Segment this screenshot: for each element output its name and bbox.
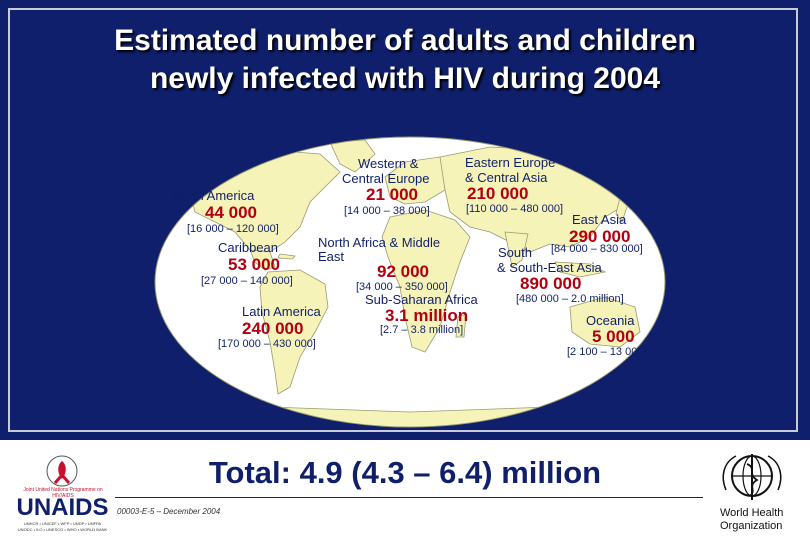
- who-name-line-2: Organization: [720, 520, 783, 532]
- north-africa-name-1: North Africa & Middle: [318, 235, 441, 250]
- oceania-name: Oceania: [586, 313, 635, 328]
- africa-land: [381, 209, 471, 353]
- western-europe-value: 21 000: [366, 185, 418, 204]
- east-asia-range: [84 000 – 830 000]: [551, 243, 643, 255]
- unaids-logo: Joint United Nations Programme on HIV/AI…: [15, 453, 110, 535]
- east-asia-value: 290 000: [569, 227, 631, 246]
- who-emblem-icon: [722, 454, 782, 500]
- unaids-tagline: Joint United Nations Programme on HIV/AI…: [23, 487, 103, 499]
- north-america-value: 44 000: [205, 203, 257, 222]
- unaids-sponsors-1: UNHCR • UNICEF • WFP • UNDP • UNFPA: [23, 521, 102, 526]
- caribbean-name: Caribbean: [218, 240, 278, 255]
- western-europe-range: [14 000 – 38 000]: [344, 205, 430, 217]
- australia-land: [569, 296, 641, 348]
- world-map: [150, 132, 670, 432]
- western-europe-name-2: Central Europe: [342, 171, 430, 186]
- slide-frame: [8, 8, 798, 432]
- map-outline: [154, 136, 666, 428]
- caribbean-islands: [277, 253, 296, 260]
- latin-america-value: 240 000: [242, 319, 304, 338]
- india-land: [504, 231, 529, 268]
- south-asia-name-1: South: [498, 245, 532, 260]
- north-africa-range: [34 000 – 350 000]: [356, 281, 448, 293]
- southeast-asia-islands: [554, 261, 607, 278]
- madagascar-land: [455, 313, 467, 338]
- caribbean-range: [27 000 – 140 000]: [201, 275, 293, 287]
- total-estimate: Total: 4.9 (4.3 – 6.4) million: [208, 455, 602, 490]
- sub-saharan-africa-name: Sub-Saharan Africa: [365, 292, 478, 307]
- sub-saharan-africa-value: 3.1 million: [385, 306, 469, 325]
- latin-america-name: Latin America: [242, 304, 321, 319]
- unaids-wordmark: UNAIDS: [16, 494, 109, 521]
- south-asia-name-2: & South-East Asia: [497, 260, 602, 275]
- title-line-2: newly infected with HIV during 2004: [149, 62, 661, 95]
- new-zealand-land: [644, 346, 658, 368]
- eastern-europe-range: [110 000 – 480 000]: [466, 203, 564, 215]
- central-america-land: [249, 249, 276, 271]
- western-europe-name-1: Western &: [358, 156, 419, 171]
- eastern-europe-value: 210 000: [467, 184, 529, 203]
- footer-area: [0, 440, 810, 540]
- slide-reference-code: 00003-E-5 – December 2004: [117, 507, 221, 516]
- south-america-land: [259, 269, 329, 395]
- north-africa-name-2: East: [318, 249, 345, 264]
- north-america-name: North America: [172, 188, 255, 203]
- oceania-range: [2 100 – 13 000]: [567, 346, 647, 358]
- slide-title: Estimated number of adults and children …: [0, 22, 810, 98]
- south-asia-range: [480 000 – 2.0 million]: [516, 293, 624, 305]
- who-name-line-1: World Health: [720, 507, 784, 519]
- eastern-europe-name-2: & Central Asia: [465, 170, 548, 185]
- north-africa-value: 92 000: [377, 262, 429, 281]
- latin-america-range: [170 000 – 430 000]: [218, 338, 316, 350]
- east-asia-name: East Asia: [572, 212, 627, 227]
- unaids-emblem-icon: [46, 455, 78, 487]
- who-logo: World Health Organization: [712, 450, 802, 535]
- eastern-europe-name-1: Eastern Europe: [465, 155, 556, 170]
- south-asia-value: 890 000: [520, 274, 582, 293]
- unaids-sponsors-2: UNODC • ILO • UNESCO • WHO • WORLD BANK: [17, 527, 108, 532]
- world-map-svg: [154, 136, 666, 428]
- title-line-1: Estimated number of adults and children: [114, 24, 696, 57]
- footer-divider: [115, 497, 703, 498]
- caribbean-value: 53 000: [228, 255, 280, 274]
- north-america-range: [16 000 – 120 000]: [187, 223, 279, 235]
- oceania-value: 5 000: [592, 327, 635, 346]
- sub-saharan-africa-range: [2.7 – 3.8 million]: [380, 324, 464, 336]
